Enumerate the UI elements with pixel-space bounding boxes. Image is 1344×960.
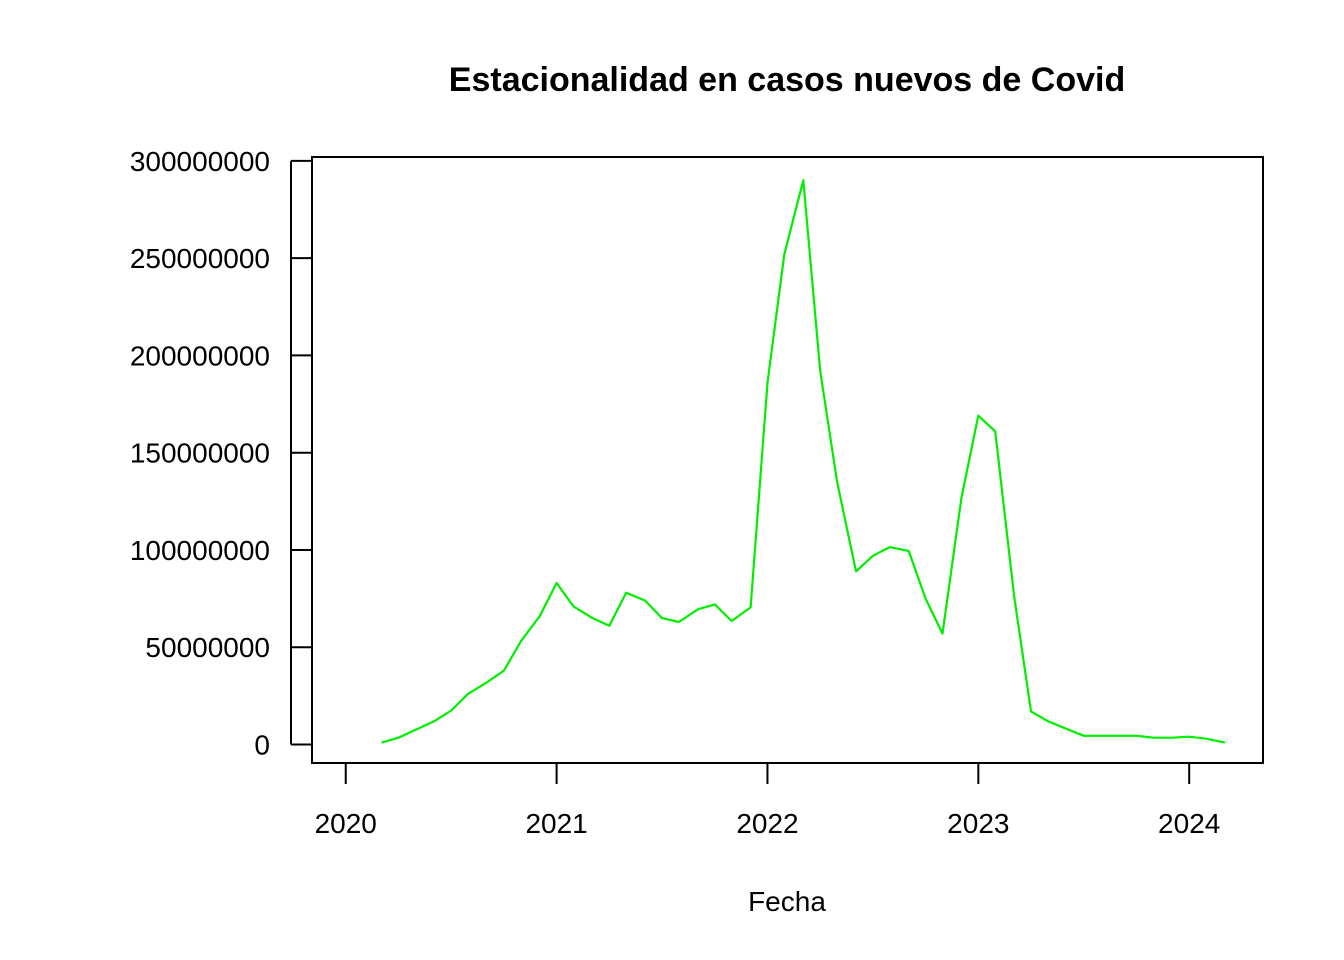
y-tick-label: 150000000 [130,438,270,469]
series-layer [381,179,1226,744]
x-tick-label: 2021 [525,808,587,839]
y-tick-label: 50000000 [145,632,270,663]
chart-title: Estacionalidad en casos nuevos de Covid [449,61,1125,99]
y-tick-label: 0 [254,730,270,761]
x-axis-label: Fecha [748,886,826,917]
x-axis: 2020 2021 2022 2023 2024 [315,763,1220,839]
x-tick-label: 2023 [947,808,1009,839]
series-line [381,179,1226,744]
y-tick-label: 200000000 [130,340,270,371]
y-tick-label: 250000000 [130,243,270,274]
y-tick-label: 300000000 [130,146,270,177]
x-tick-label: 2022 [736,808,798,839]
x-tick-label: 2020 [315,808,377,839]
plot-frame [311,156,1264,764]
y-axis: 0 50000000 100000000 150000000 200000000 2500… [130,146,312,761]
x-tick-label: 2024 [1158,808,1220,839]
y-tick-label: 100000000 [130,535,270,566]
